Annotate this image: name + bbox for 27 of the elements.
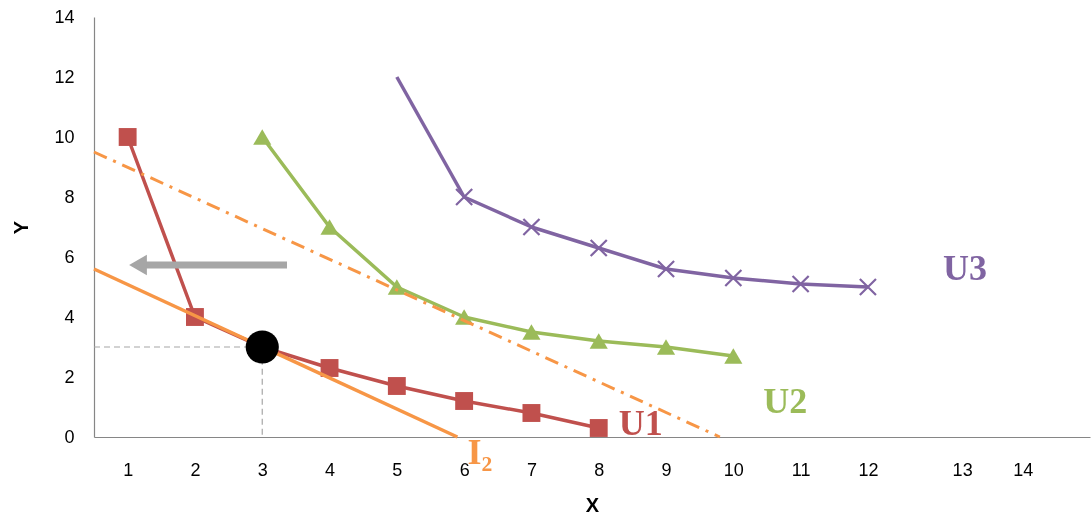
x-tick-label: 3 <box>257 459 268 480</box>
y-tick-label: 6 <box>64 246 75 267</box>
x-tick-label: 5 <box>392 459 403 480</box>
x-tick-label: 12 <box>858 459 879 480</box>
x-tick-label: 2 <box>190 459 201 480</box>
y-tick-label: 8 <box>64 186 75 207</box>
x-tick-label: 11 <box>791 459 811 480</box>
series-label: U2 <box>763 381 808 421</box>
x-tick-label: 4 <box>325 459 336 480</box>
y-tick-label: 0 <box>64 426 75 447</box>
x-tick-label: 14 <box>1013 459 1034 480</box>
y-axis-title: Y <box>10 220 33 235</box>
series-label: U1 <box>618 403 663 443</box>
y-tick-label: 4 <box>64 306 75 327</box>
x-tick-label: 13 <box>952 459 973 480</box>
x-tick-label: 9 <box>661 459 672 480</box>
y-tick-label: 2 <box>64 366 75 387</box>
y-tick-label: 10 <box>54 126 75 147</box>
x-tick-label: 6 <box>459 459 470 480</box>
y-tick-label: 12 <box>54 66 75 87</box>
x-axis-title: X <box>585 493 600 516</box>
x-tick-label: 7 <box>526 459 537 480</box>
x-tick-label: 8 <box>594 459 605 480</box>
series-label: U3 <box>942 248 987 288</box>
y-tick-label: 14 <box>54 6 75 27</box>
x-tick-label: 10 <box>723 459 744 480</box>
x-tick-label: 1 <box>123 459 134 480</box>
